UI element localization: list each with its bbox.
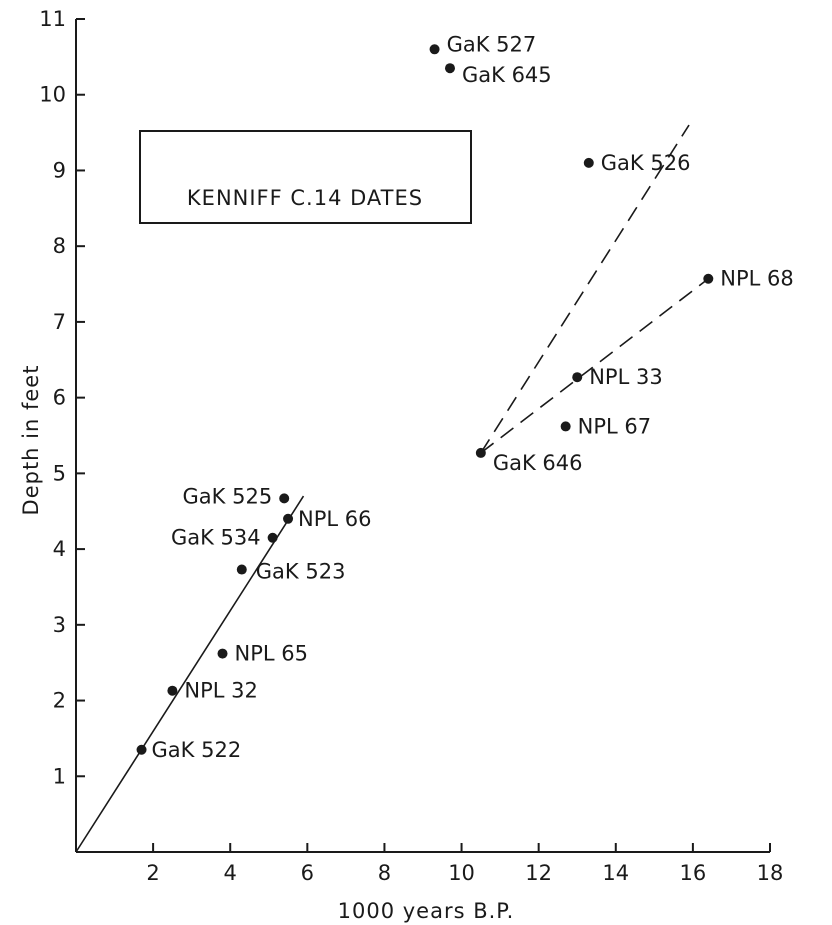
x-tick-label: 16 bbox=[680, 861, 707, 885]
x-tick-label: 14 bbox=[602, 861, 629, 885]
dashed-trend-line bbox=[480, 278, 709, 454]
title-box-group: KENNIFF C.14 DATES bbox=[139, 130, 472, 224]
data-point bbox=[217, 648, 228, 659]
point-label: GaK 525 bbox=[183, 484, 273, 508]
y-tick-label: 8 bbox=[53, 234, 66, 258]
data-point bbox=[279, 493, 290, 504]
data-point bbox=[429, 44, 440, 55]
chart-title: KENNIFF C.14 DATES bbox=[187, 186, 423, 210]
fit-lines bbox=[75, 124, 709, 853]
point-label: NPL 65 bbox=[235, 642, 308, 666]
point-label: GaK 534 bbox=[171, 526, 261, 550]
point-label: GaK 527 bbox=[447, 32, 537, 56]
x-axis-label: 1000 years B.P. bbox=[338, 899, 515, 923]
title-box bbox=[139, 130, 472, 224]
point-label: NPL 32 bbox=[184, 679, 257, 703]
y-tick-label: 11 bbox=[39, 7, 66, 31]
y-tick-label: 1 bbox=[53, 764, 66, 788]
y-tick-label: 7 bbox=[53, 310, 66, 334]
y-tick-label: 9 bbox=[53, 158, 66, 182]
point-label: NPL 33 bbox=[589, 365, 662, 389]
point-label: GaK 526 bbox=[601, 151, 691, 175]
point-label: NPL 67 bbox=[578, 414, 651, 438]
y-tick-label: 10 bbox=[39, 83, 66, 107]
data-point bbox=[444, 63, 455, 74]
x-tick-label: 8 bbox=[378, 861, 391, 885]
y-tick-label: 3 bbox=[53, 613, 66, 637]
point-label: GaK 646 bbox=[493, 451, 583, 475]
point-label: GaK 645 bbox=[462, 63, 552, 87]
solid-trend-line bbox=[75, 495, 305, 853]
point-label: GaK 522 bbox=[152, 738, 242, 762]
x-tick-label: 10 bbox=[448, 861, 475, 885]
data-point bbox=[703, 273, 714, 284]
y-tick-label: 6 bbox=[53, 386, 66, 410]
y-tick-label: 4 bbox=[53, 537, 66, 561]
data-point bbox=[283, 513, 294, 524]
y-axis-label: Depth in feet bbox=[19, 365, 43, 516]
x-tick-label: 6 bbox=[301, 861, 314, 885]
point-label: NPL 66 bbox=[298, 507, 371, 531]
data-point bbox=[136, 744, 147, 755]
x-tick-label: 4 bbox=[224, 861, 237, 885]
x-tick-label: 2 bbox=[146, 861, 159, 885]
x-tick-label: 18 bbox=[757, 861, 784, 885]
point-label: NPL 68 bbox=[720, 267, 793, 291]
x-tick-label: 12 bbox=[525, 861, 552, 885]
point-label: GaK 523 bbox=[256, 560, 346, 584]
data-points: GaK 522 NPL 32 NPL 65 GaK 523 GaK 534 NPL 66 G… bbox=[136, 32, 794, 762]
data-point bbox=[475, 447, 486, 458]
dashed-trend-line bbox=[480, 124, 690, 454]
data-point bbox=[560, 421, 571, 432]
y-tick-label: 5 bbox=[53, 461, 66, 485]
data-point bbox=[236, 564, 247, 575]
y-tick-label: 2 bbox=[53, 689, 66, 713]
data-point bbox=[267, 532, 278, 543]
data-point bbox=[583, 157, 594, 168]
data-point bbox=[167, 685, 178, 696]
data-point bbox=[572, 372, 583, 383]
